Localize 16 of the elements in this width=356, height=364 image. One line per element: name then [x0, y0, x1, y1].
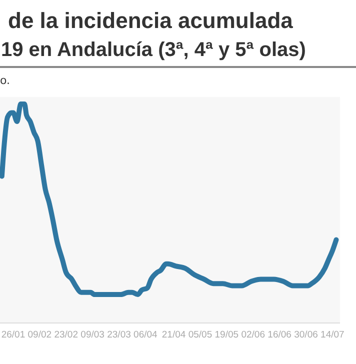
- x-tick-label: 16/06: [268, 330, 292, 341]
- text: o.: [0, 74, 10, 87]
- x-tick-label: 14/07: [320, 330, 344, 341]
- x-tick-label: 09/03: [80, 330, 104, 341]
- x-tick-label: 09/02: [28, 330, 52, 341]
- x-tick-label: 26/01: [1, 330, 26, 341]
- x-tick-label: 05/05: [188, 330, 212, 341]
- x-tick-label: 02/06: [241, 330, 265, 341]
- x-tick-label: 30/06: [294, 330, 318, 341]
- x-tick-label: 21/04: [162, 330, 186, 341]
- x-tick-label: 23/03: [107, 330, 131, 341]
- x-tick-label: 23/02: [54, 330, 78, 341]
- x-tick-label: 06/04: [134, 330, 158, 341]
- x-tick-label: 19/05: [214, 330, 239, 341]
- chart-subtitle: 19 en Andalucía (3ª, 4ª y 5ª olas): [1, 39, 306, 61]
- chart-title: de la incidencia acumulada: [8, 8, 294, 33]
